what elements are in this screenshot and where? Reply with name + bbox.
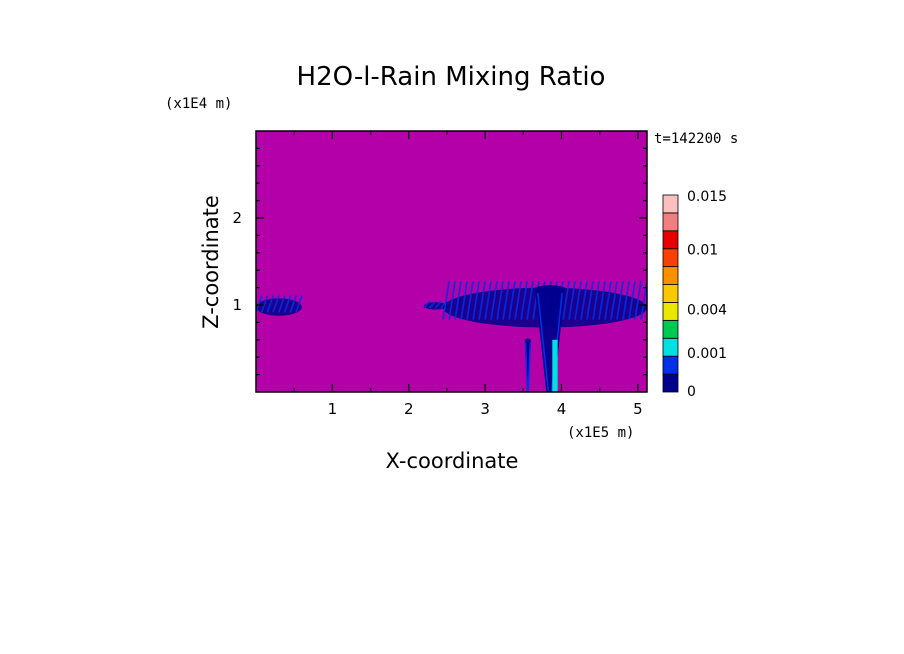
colorbar-tick-label: 0.015 — [687, 189, 727, 205]
plot-frame — [255, 130, 648, 393]
rain-region-rain_shaft — [524, 338, 532, 392]
x-tick-label: 3 — [480, 400, 490, 418]
chart-title: H2O-l-Rain Mixing Ratio — [297, 62, 606, 92]
colorbar: 0 0.001 0.004 0.01 0.015 — [662, 189, 727, 400]
x-tick-label: 2 — [404, 400, 414, 418]
colorbar-swatch — [662, 319, 679, 339]
colorbar-swatch — [662, 248, 679, 268]
colorbar-swatch — [662, 284, 679, 303]
colorbar-swatch — [662, 230, 679, 250]
y-axis-label: Z-coordinate — [199, 195, 223, 329]
x-tick-label: 5 — [633, 400, 643, 418]
y-tick-label: 1 — [232, 296, 242, 314]
rain-region-cloud_layer — [256, 295, 303, 316]
x-tick-label: 4 — [557, 400, 567, 418]
y-tick-label: 2 — [232, 209, 242, 227]
colorbar-swatch — [662, 266, 679, 285]
x-scale-label: (x1E5 m) — [567, 425, 634, 441]
rain-field-layer — [256, 281, 647, 392]
plot-background — [256, 131, 647, 392]
axis-ticks: 1 2 3 4 5 1 2 — [232, 131, 647, 418]
colorbar-swatch — [662, 373, 679, 393]
rain-region-peak — [552, 339, 558, 392]
colorbar-tick-label: 0.001 — [687, 346, 727, 362]
colorbar-swatch — [662, 212, 679, 232]
x-tick-label: 1 — [328, 400, 338, 418]
time-label: t=142200 s — [654, 131, 738, 147]
colorbar-swatch — [662, 355, 679, 375]
y-scale-label: (x1E4 m) — [165, 96, 232, 112]
colorbar-swatch — [662, 194, 679, 214]
colorbar-tick-label: 0.01 — [687, 243, 718, 259]
rain-region-cloud_layer — [423, 300, 448, 310]
colorbar-tick-label: 0.004 — [687, 302, 727, 318]
colorbar-swatch — [662, 337, 679, 357]
x-axis-label: X-coordinate — [386, 449, 519, 473]
colorbar-swatch — [662, 302, 679, 321]
colorbar-tick-label: 0 — [687, 384, 696, 400]
